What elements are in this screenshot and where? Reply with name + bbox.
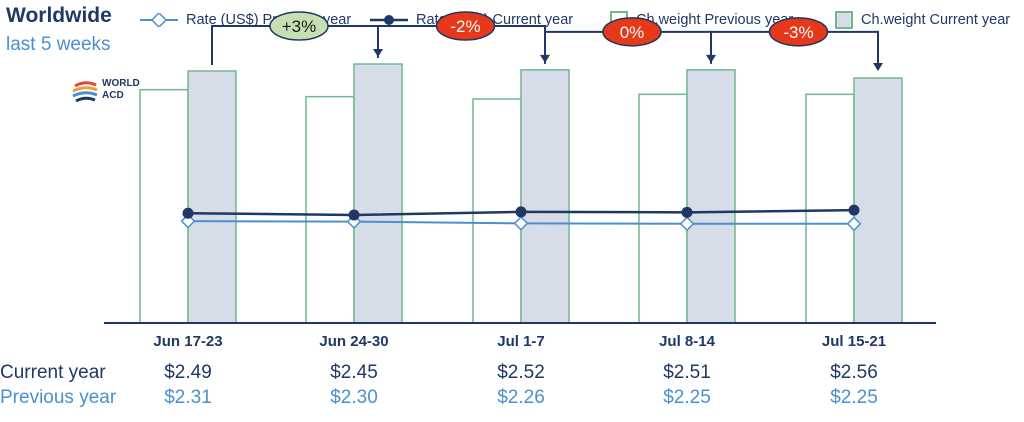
legend-label-weight-cur: Ch.weight Current year: [861, 12, 1011, 28]
point-rate-prev-4: [846, 216, 862, 232]
x-tick-label-2: Jul 1-7: [497, 333, 545, 350]
value-previous-2: $2.26: [497, 387, 545, 408]
bar-weight-prev-3: [638, 93, 688, 324]
point-rate-prev-2: [513, 215, 529, 231]
change-badge-label-3: -3%: [783, 23, 813, 42]
bar-weight-prev-1: [305, 95, 355, 324]
globe-swoosh-icon: [72, 81, 98, 103]
change-badge-label-1: -2%: [450, 17, 480, 36]
point-rate-prev-3: [679, 216, 695, 232]
change-badge-0: [269, 11, 329, 41]
value-current-3: $2.51: [663, 362, 711, 383]
chart-subtitle: last 5 weeks: [6, 34, 111, 55]
x-tick-label-3: Jul 8-14: [659, 333, 716, 350]
x-tick-label-4: Jul 15-21: [822, 333, 886, 350]
value-current-1: $2.45: [330, 362, 378, 383]
chart-title: Worldwide: [6, 4, 112, 27]
value-current-0: $2.49: [164, 362, 212, 383]
value-previous-3: $2.25: [663, 387, 711, 408]
value-current-4: $2.56: [830, 362, 878, 383]
bar-weight-cur-4: [853, 77, 903, 324]
point-rate-cur-3: [681, 206, 693, 218]
chart-plot: Jun 17-23 Jun 24-30 Jul 1-7 Jul 8-14 Jul 15-…: [104, 11, 936, 350]
value-previous-0: $2.31: [164, 387, 212, 408]
point-rate-prev-0: [180, 213, 196, 229]
bar-weight-cur-2: [520, 69, 570, 324]
point-rate-cur-2: [515, 206, 527, 218]
bar-weight-prev-0: [139, 88, 189, 324]
logo-text-line1: WORLD: [102, 78, 140, 89]
point-rate-cur-0: [182, 207, 194, 219]
logo-text-line2: ACD: [102, 90, 124, 101]
row-label-current: Current year: [0, 362, 106, 383]
change-arrow-icon-3: [873, 63, 883, 71]
world-acd-logo: WORLD ACD: [70, 76, 150, 106]
legend-swatch-rate-cur: [370, 15, 408, 25]
row-label-previous: Previous year: [0, 387, 117, 408]
change-badge-1: [435, 11, 496, 41]
change-badge-2: [602, 17, 662, 47]
point-rate-cur-1: [348, 209, 360, 221]
x-tick-label-1: Jun 24-30: [319, 333, 388, 350]
legend-label-weight-prev: Ch.weight Previous year: [636, 12, 794, 28]
bar-weight-prev-4: [805, 93, 855, 324]
legend-item-weight-cur: Ch.weight Current year: [835, 9, 1010, 31]
value-previous-4: $2.25: [830, 387, 878, 408]
legend-swatch-weight-cur: [835, 11, 853, 29]
value-current-2: $2.52: [497, 362, 545, 383]
logo-text: WORLD ACD: [102, 78, 140, 102]
bar-weight-cur-0: [187, 70, 237, 324]
value-previous-1: $2.30: [330, 387, 378, 408]
point-rate-cur-4: [848, 204, 860, 216]
change-badge-3: [768, 17, 829, 47]
change-badge-label-0: +3%: [282, 17, 317, 36]
legend-swatch-rate-prev: [140, 13, 178, 27]
x-tick-label-0: Jun 17-23: [153, 333, 222, 350]
change-badge-label-2: 0%: [620, 23, 645, 42]
bar-weight-cur-1: [353, 63, 403, 324]
bar-weight-cur-3: [686, 69, 736, 324]
